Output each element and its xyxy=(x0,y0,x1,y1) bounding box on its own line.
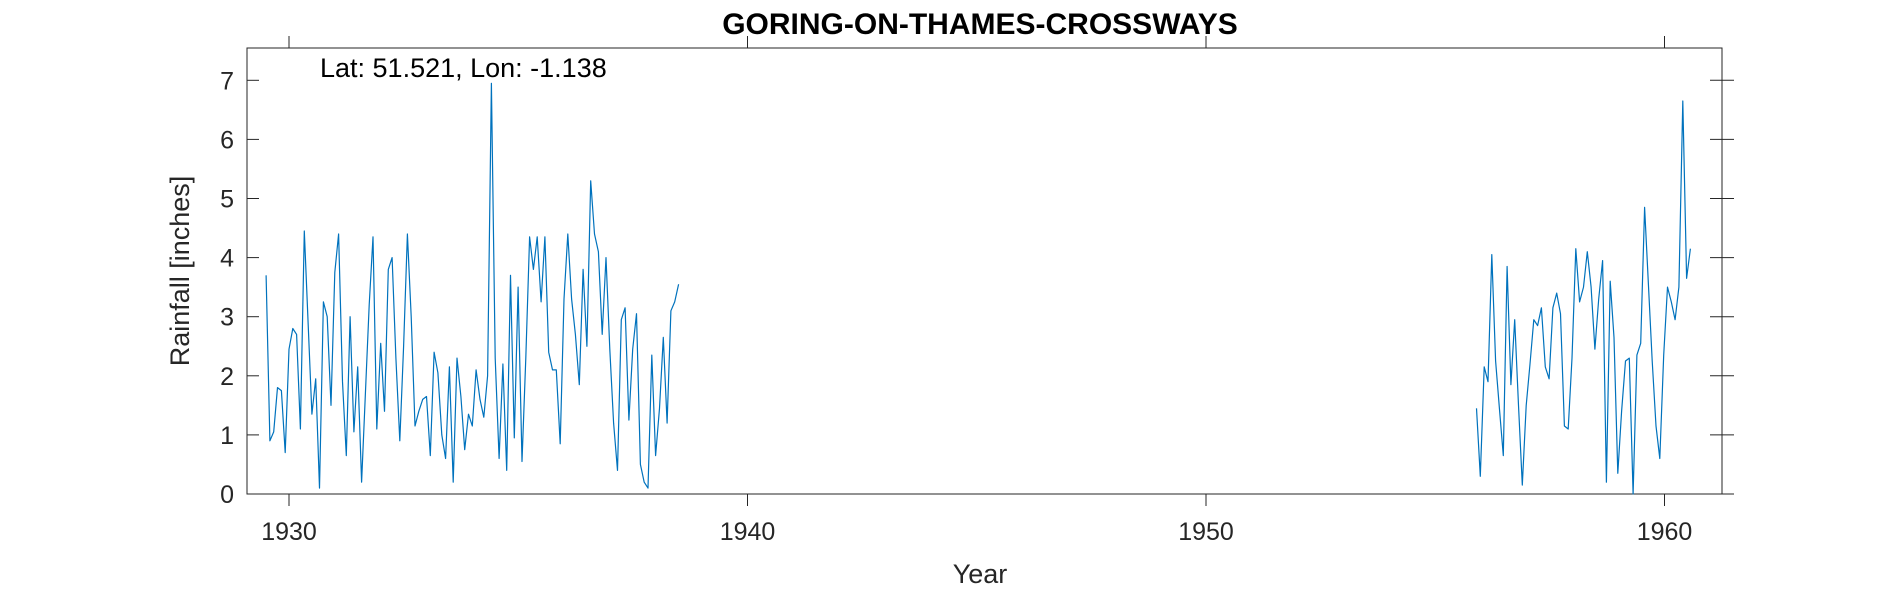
y-tick-label: 4 xyxy=(220,245,234,273)
y-tick-label: 5 xyxy=(220,186,234,214)
x-tick-label: 1960 xyxy=(1637,518,1693,546)
x-axis-label: Year xyxy=(953,559,1008,589)
y-axis: 0 1 2 3 4 5 6 7 xyxy=(220,67,1734,509)
plot-frame xyxy=(246,47,1723,495)
y-tick-label: 2 xyxy=(220,363,234,391)
location-annotation: Lat: 51.521, Lon: -1.138 xyxy=(320,53,607,83)
x-tick-label: 1940 xyxy=(720,518,776,546)
y-axis-label: Rainfall [inches] xyxy=(165,176,195,367)
y-tick-label: 6 xyxy=(220,126,234,154)
x-tick-label: 1930 xyxy=(261,518,317,546)
y-tick-label: 3 xyxy=(220,304,234,332)
y-tick-label: 1 xyxy=(220,422,234,450)
x-axis: 1930 1940 1950 1960 xyxy=(261,36,1692,546)
y-tick-label: 7 xyxy=(220,67,234,95)
rainfall-line-segment-2 xyxy=(1475,100,1691,495)
rainfall-series xyxy=(265,82,1691,495)
chart-title: GORING-ON-THAMES-CROSSWAYS xyxy=(722,8,1238,41)
rainfall-line-segment-1 xyxy=(265,82,680,489)
x-tick-label: 1950 xyxy=(1178,518,1234,546)
y-tick-label: 0 xyxy=(220,481,234,509)
